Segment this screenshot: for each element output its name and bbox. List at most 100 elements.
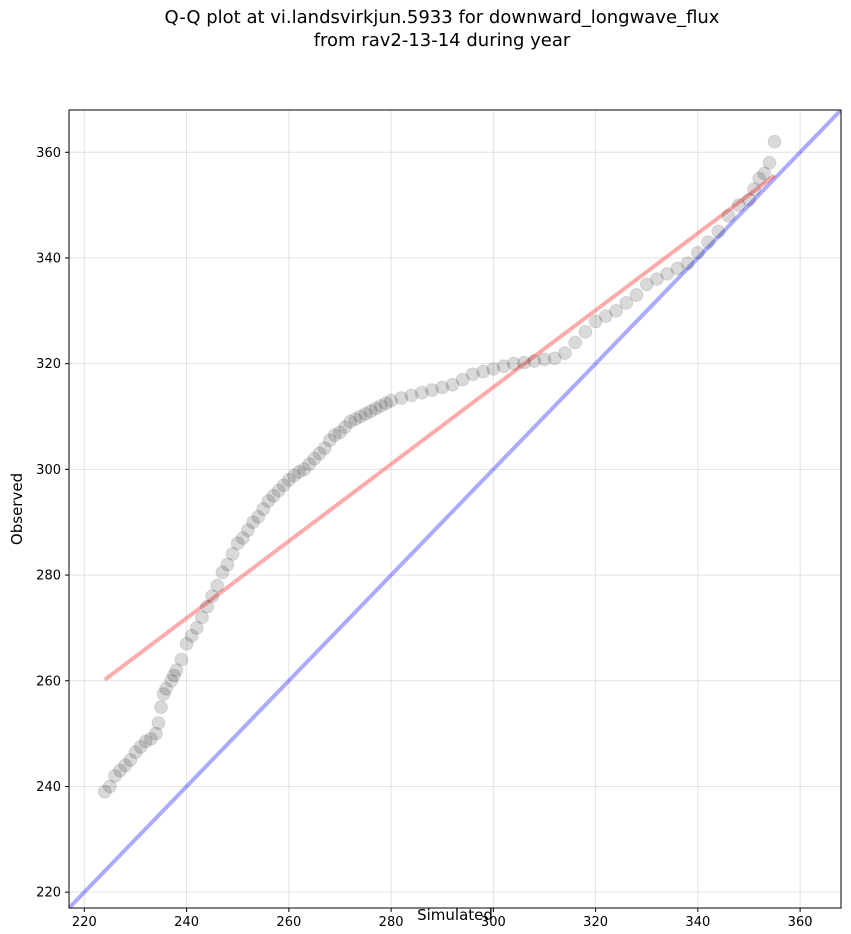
data-point (348, 412, 363, 427)
data-point (455, 372, 470, 387)
data-point (205, 589, 220, 604)
x-tick: 360 (788, 908, 813, 930)
data-point (179, 636, 194, 651)
data-point (731, 198, 746, 213)
identity-line (69, 110, 841, 908)
data-point (741, 192, 756, 207)
x-tick-label: 240 (174, 915, 199, 930)
data-point (578, 324, 593, 339)
x-tick-label: 220 (72, 915, 97, 930)
grid (69, 110, 841, 908)
data-point (378, 396, 393, 411)
data-point (343, 414, 358, 429)
data-point (297, 462, 312, 477)
data-point (235, 531, 250, 546)
data-point (118, 758, 133, 773)
data-point (547, 351, 562, 366)
data-point (317, 441, 332, 456)
data-point (517, 355, 532, 370)
data-point (327, 428, 342, 443)
data-point (102, 779, 117, 794)
data-point (292, 465, 307, 480)
x-tick: 280 (379, 908, 404, 930)
data-point (670, 261, 685, 276)
data-point (757, 166, 772, 181)
x-tick-label: 360 (788, 915, 813, 930)
data-point (312, 446, 327, 461)
data-point (476, 364, 491, 379)
data-point (747, 182, 762, 197)
data-point (373, 398, 388, 413)
data-point (230, 536, 245, 551)
data-point (598, 309, 613, 324)
data-point (465, 367, 480, 382)
chart-title-line1: Q-Q plot at vi.landsvirkjun.5933 for dow… (164, 7, 720, 28)
data-point (286, 468, 301, 483)
y-tick: 280 (36, 569, 69, 584)
y-tick-label: 220 (36, 886, 61, 901)
data-point (486, 361, 501, 376)
y-axis-label: Observed (8, 473, 26, 545)
data-point (557, 346, 572, 361)
data-point (151, 716, 166, 731)
y-tick-label: 280 (36, 569, 61, 584)
data-point (762, 155, 777, 170)
data-point (629, 287, 644, 302)
data-point (368, 401, 383, 416)
y-tick-label: 320 (36, 357, 61, 372)
y-tick-label: 240 (36, 780, 61, 795)
data-point (154, 700, 169, 715)
data-point (240, 523, 255, 538)
data-point (307, 451, 322, 466)
data-point (332, 425, 347, 440)
data-point (721, 208, 736, 223)
data-point (113, 763, 128, 778)
data-point (711, 224, 726, 239)
data-point (680, 256, 695, 271)
data-point (358, 406, 373, 421)
data-point (276, 478, 291, 493)
data-point (619, 295, 634, 310)
x-tick-label: 300 (481, 915, 506, 930)
data-point (338, 420, 353, 435)
x-tick: 240 (174, 908, 199, 930)
data-point (194, 610, 209, 625)
y-tick-label: 300 (36, 463, 61, 478)
y-tick: 260 (36, 674, 69, 689)
data-point (424, 383, 439, 398)
data-point (302, 457, 317, 472)
x-tick-label: 340 (685, 915, 710, 930)
y-tick: 360 (36, 146, 69, 161)
data-point (133, 739, 148, 754)
x-axis-label: Simulated (417, 906, 493, 924)
data-point (246, 515, 261, 530)
data-point (123, 753, 138, 768)
data-point (660, 266, 675, 281)
data-point (200, 599, 215, 614)
data-point (537, 352, 552, 367)
data-point (251, 509, 266, 524)
fit-line (103, 173, 776, 682)
data-point (404, 388, 419, 403)
plot-frame (68, 109, 842, 909)
data-point (220, 557, 235, 572)
data-point (166, 668, 181, 683)
data-point (394, 391, 409, 406)
plot-marks (69, 110, 841, 908)
data-point (568, 335, 583, 350)
data-point (210, 578, 225, 593)
y-tick: 240 (36, 780, 69, 795)
y-tick-label: 260 (36, 674, 61, 689)
y-tick-label: 360 (36, 146, 61, 161)
chart-title: Q-Q plot at vi.landsvirkjun.5933 for dow… (0, 6, 851, 52)
data-point (588, 314, 603, 329)
data-point (353, 409, 368, 424)
data-point (97, 784, 112, 799)
x-tick-label: 260 (276, 915, 301, 930)
data-point (527, 354, 542, 369)
data-point (159, 681, 174, 696)
x-tick-label: 320 (583, 915, 608, 930)
data-point (609, 303, 624, 318)
data-point (322, 433, 337, 448)
data-point (156, 686, 171, 701)
